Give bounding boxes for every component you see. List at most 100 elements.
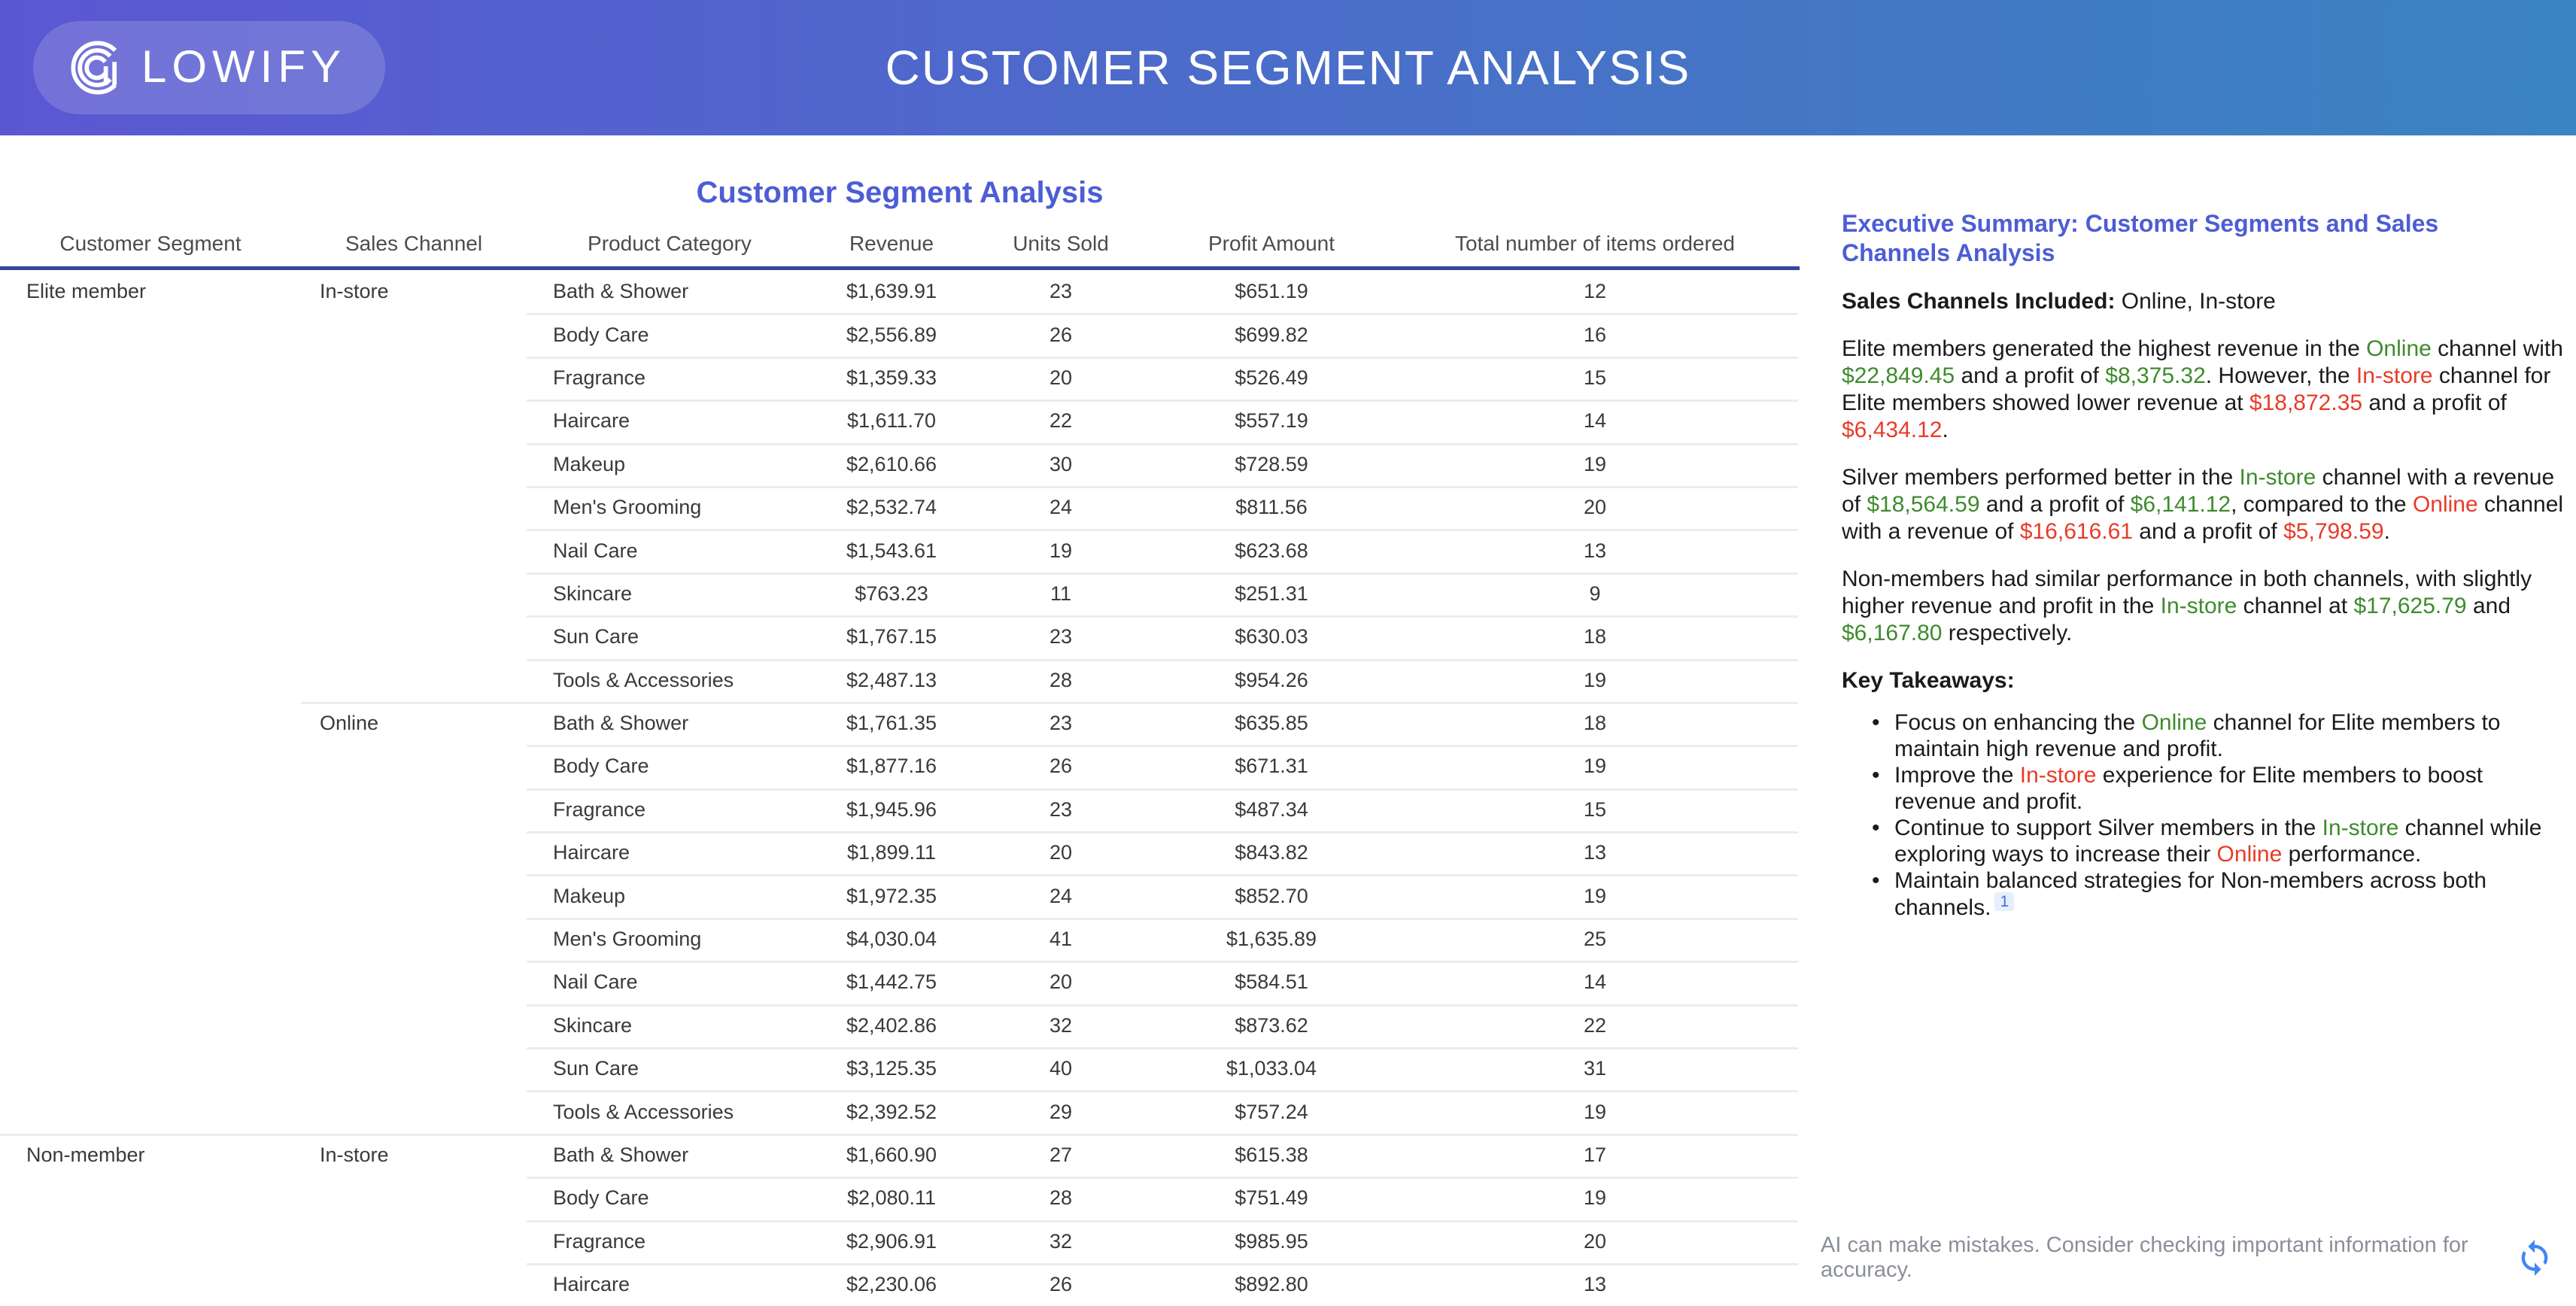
text-segment: Online bbox=[2412, 492, 2478, 517]
logo-text: LOWIFY bbox=[141, 41, 347, 92]
cell-revenue: $2,532.74 bbox=[846, 496, 937, 519]
cell-revenue: $1,761.35 bbox=[846, 712, 937, 735]
cell-items: 19 bbox=[1583, 1186, 1607, 1210]
cell-items: 20 bbox=[1583, 1229, 1607, 1253]
cell-profit: $651.19 bbox=[1235, 280, 1308, 303]
text-segment: . bbox=[2383, 519, 2390, 544]
cell-category: Body Care bbox=[553, 323, 649, 346]
refresh-icon bbox=[2521, 1240, 2548, 1276]
cell-category: Bath & Shower bbox=[553, 1144, 689, 1166]
table-row: Haircare $1,611.70 22 $557.19 14 bbox=[0, 399, 1800, 442]
row-separator bbox=[0, 1133, 1798, 1136]
cell-items: 25 bbox=[1583, 928, 1607, 951]
cell-units: 32 bbox=[1049, 1013, 1073, 1037]
cell-revenue: $2,610.66 bbox=[846, 452, 937, 475]
column-header: Profit Amount bbox=[1208, 232, 1335, 255]
cell-profit: $630.03 bbox=[1235, 625, 1308, 648]
summary-paragraph: Sales Channels Included: Online, In-stor… bbox=[1842, 288, 2568, 315]
cell-revenue: $1,899.11 bbox=[846, 841, 937, 864]
table-row: Nail Care $1,543.61 19 $623.68 13 bbox=[0, 529, 1800, 572]
cell-items: 19 bbox=[1583, 452, 1607, 475]
summary-panel: Executive Summary: Customer Segments and… bbox=[1842, 135, 2568, 921]
cell-items: 15 bbox=[1583, 366, 1607, 389]
text-segment: Non-members had similar performance in b… bbox=[1842, 566, 2532, 618]
row-separator bbox=[527, 788, 1798, 791]
takeaway-item: Continue to support Silver members in th… bbox=[1872, 815, 2568, 867]
takeaway-item: Improve the In-store experience for Elit… bbox=[1872, 762, 2568, 815]
text-segment: $18,564.59 bbox=[1867, 492, 1980, 517]
column-header: Customer Segment bbox=[59, 232, 242, 255]
cell-category: Sun Care bbox=[553, 1057, 639, 1080]
cell-revenue: $2,906.91 bbox=[846, 1229, 937, 1253]
cell-profit: $671.31 bbox=[1235, 755, 1308, 778]
cell-profit: $557.19 bbox=[1235, 409, 1308, 433]
text-segment: , compared to the bbox=[2231, 492, 2413, 517]
row-separator bbox=[527, 1219, 1798, 1222]
row-separator bbox=[527, 831, 1798, 834]
row-separator bbox=[527, 961, 1798, 964]
footer-disclaimer: AI can make mistakes. Consider checking … bbox=[1821, 1233, 2468, 1282]
table-row: Online Bath & Shower $1,761.35 23 $635.85 18 bbox=[0, 701, 1800, 745]
cell-category: Men's Grooming bbox=[553, 496, 702, 519]
cell-revenue: $2,230.06 bbox=[846, 1273, 937, 1296]
cell-revenue: $1,767.15 bbox=[846, 625, 937, 648]
table-row: Body Care $2,080.11 28 $751.49 19 bbox=[0, 1177, 1800, 1219]
text-segment: In-store bbox=[2239, 465, 2316, 490]
row-separator bbox=[527, 658, 1798, 661]
table-row: Skincare $763.23 11 $251.31 9 bbox=[0, 572, 1800, 615]
cell-profit: $728.59 bbox=[1235, 452, 1308, 475]
text-segment: $5,798.59 bbox=[2283, 519, 2384, 544]
text-segment: channel with a revenue of bbox=[1842, 492, 2564, 544]
cell-category: Makeup bbox=[553, 452, 626, 475]
text-segment: and a profit of bbox=[2132, 519, 2284, 544]
cell-category: Nail Care bbox=[553, 539, 638, 562]
text-segment: channel at bbox=[2237, 594, 2354, 618]
summary-paragraph: Elite members generated the highest reve… bbox=[1842, 336, 2568, 444]
cell-items: 12 bbox=[1583, 280, 1607, 303]
cell-units: 20 bbox=[1049, 366, 1073, 389]
row-separator bbox=[527, 442, 1798, 445]
cell-units: 28 bbox=[1049, 668, 1073, 691]
row-separator bbox=[527, 572, 1798, 575]
cell-category: Men's Grooming bbox=[553, 928, 702, 951]
text-segment: In-store bbox=[2322, 815, 2399, 840]
table-row: Haircare $2,230.06 26 $892.80 13 bbox=[0, 1262, 1800, 1306]
citation-link[interactable]: 1 bbox=[1994, 892, 2015, 911]
cell-revenue: $2,402.86 bbox=[846, 1013, 937, 1037]
text-segment: In-store bbox=[2356, 363, 2433, 388]
table-row: Haircare $1,899.11 20 $843.82 13 bbox=[0, 831, 1800, 874]
takeaway-item: Maintain balanced strategies for Non-mem… bbox=[1872, 867, 2568, 921]
cell-items: 22 bbox=[1583, 1013, 1607, 1037]
text-segment: $6,167.80 bbox=[1842, 621, 1943, 645]
cell-profit: $1,635.89 bbox=[1226, 928, 1317, 951]
cell-units: 26 bbox=[1049, 755, 1073, 778]
cell-items: 19 bbox=[1583, 884, 1607, 907]
cell-units: 32 bbox=[1049, 1229, 1073, 1253]
cell-profit: $985.95 bbox=[1235, 1229, 1308, 1253]
summary-paragraph: Non-members had similar performance in b… bbox=[1842, 566, 2568, 647]
text-segment: performance. bbox=[2282, 842, 2422, 867]
text-segment: Silver members performed better in the bbox=[1842, 465, 2240, 490]
cell-category: Tools & Accessories bbox=[553, 1100, 734, 1123]
text-segment: and bbox=[2466, 594, 2511, 618]
cell-units: 26 bbox=[1049, 323, 1073, 346]
cell-units: 22 bbox=[1049, 409, 1073, 433]
cell-units: 40 bbox=[1049, 1057, 1073, 1080]
cell-category: Fragrance bbox=[553, 1229, 646, 1253]
cell-profit: $757.24 bbox=[1235, 1100, 1308, 1123]
table-title: Customer Segment Analysis bbox=[696, 176, 1104, 209]
text-segment: In-store bbox=[2019, 763, 2097, 788]
column-header: Product Category bbox=[588, 232, 752, 255]
refresh-button[interactable] bbox=[2515, 1237, 2554, 1279]
cell-items: 13 bbox=[1583, 841, 1607, 864]
row-separator bbox=[527, 485, 1798, 488]
table-row: Tools & Accessories $2,487.13 28 $954.26 19 bbox=[0, 658, 1800, 702]
table-row: Men's Grooming $2,532.74 24 $811.56 20 bbox=[0, 485, 1800, 529]
cell-revenue: $1,639.91 bbox=[846, 280, 937, 303]
row-separator bbox=[527, 399, 1798, 402]
cell-units: 23 bbox=[1049, 280, 1073, 303]
key-takeaways-list: Focus on enhancing the Online channel fo… bbox=[1842, 709, 2568, 921]
column-header: Units Sold bbox=[1013, 232, 1109, 255]
text-segment: $18,872.35 bbox=[2249, 390, 2363, 415]
row-separator bbox=[527, 874, 1798, 877]
